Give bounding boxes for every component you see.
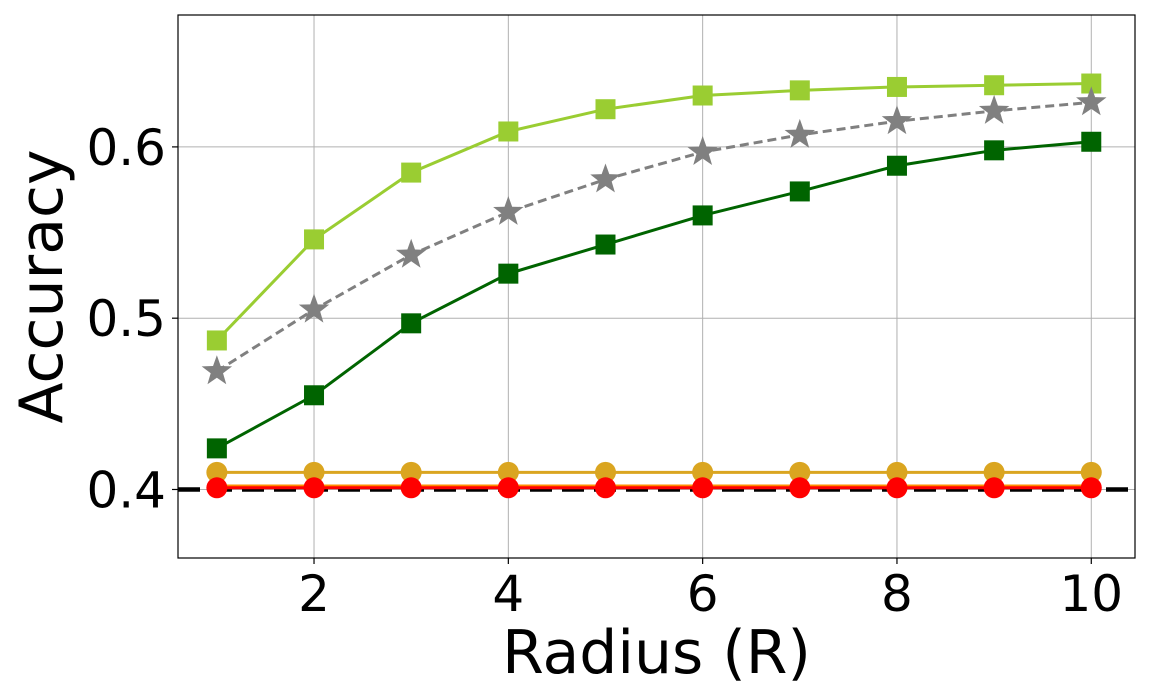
data-point-star <box>784 118 816 148</box>
data-point-circle <box>983 461 1005 483</box>
data-point-square <box>886 76 907 97</box>
data-point-circle <box>1080 461 1102 483</box>
data-point-square <box>304 229 325 250</box>
data-point-circle <box>789 461 811 483</box>
series-5 <box>206 477 1102 499</box>
data-point-star <box>1076 86 1107 116</box>
data-point-circle <box>692 477 714 499</box>
data-point-star <box>395 238 427 268</box>
data-point-circle <box>497 461 519 483</box>
data-point-circle <box>789 477 811 499</box>
data-point-star <box>298 293 330 323</box>
x-tick-label: 2 <box>298 565 330 623</box>
data-point-circle <box>400 477 422 499</box>
data-point-circle <box>1080 477 1102 499</box>
data-point-circle <box>886 477 908 499</box>
series-line <box>215 82 1092 342</box>
data-point-square <box>692 85 713 106</box>
data-point-star <box>978 94 1010 124</box>
series-1 <box>201 86 1107 385</box>
data-point-star <box>687 136 718 165</box>
y-tick-label: 0.5 <box>86 290 166 348</box>
data-point-circle <box>206 461 228 483</box>
x-axis-label: Radius (R) <box>502 618 811 688</box>
data-point-square <box>304 385 325 406</box>
y-tick-label: 0.4 <box>86 461 166 519</box>
data-point-circle <box>497 477 519 499</box>
data-point-circle <box>886 461 908 483</box>
data-point-square <box>206 438 227 459</box>
data-point-square <box>401 162 422 183</box>
x-tick-label: 8 <box>881 565 913 623</box>
data-point-square <box>1081 131 1102 152</box>
series-2 <box>206 131 1102 459</box>
data-point-square <box>789 80 810 101</box>
series-line <box>216 140 1092 450</box>
data-point-circle <box>594 461 616 483</box>
x-axis-ticks: 2 4 6 8 10 <box>298 558 1123 623</box>
data-point-square <box>886 155 907 176</box>
data-point-circle <box>692 461 714 483</box>
data-point-square <box>789 181 810 202</box>
y-axis-label: Accuracy <box>7 150 77 424</box>
data-point-square <box>984 75 1005 96</box>
data-point-circle <box>400 461 422 483</box>
data-point-star <box>201 355 233 385</box>
series-line <box>216 100 1092 373</box>
x-tick-label: 6 <box>687 565 719 623</box>
data-point-square <box>692 205 713 226</box>
plot-frame <box>177 14 1136 559</box>
data-point-circle <box>303 477 325 499</box>
data-point-star <box>590 163 621 193</box>
series-layer <box>201 73 1107 499</box>
data-point-circle <box>206 477 228 499</box>
data-point-circle <box>303 461 325 483</box>
y-axis-ticks: 0.4 0.5 0.6 <box>86 119 178 519</box>
data-point-square <box>595 99 616 120</box>
data-point-star <box>493 195 524 225</box>
series-0 <box>206 73 1102 351</box>
data-point-square <box>498 121 519 142</box>
data-point-square <box>401 313 422 334</box>
data-point-circle <box>983 477 1005 499</box>
data-point-star <box>881 105 913 135</box>
data-point-square <box>595 234 616 255</box>
x-tick-label: 10 <box>1059 565 1123 623</box>
data-point-square <box>498 263 519 284</box>
data-point-circle <box>594 477 616 499</box>
data-point-square <box>206 330 227 351</box>
series-3 <box>206 461 1102 483</box>
data-point-square <box>1081 73 1102 94</box>
y-tick-label: 0.6 <box>86 119 166 177</box>
data-point-square <box>984 140 1005 161</box>
x-tick-label: 4 <box>492 565 524 623</box>
